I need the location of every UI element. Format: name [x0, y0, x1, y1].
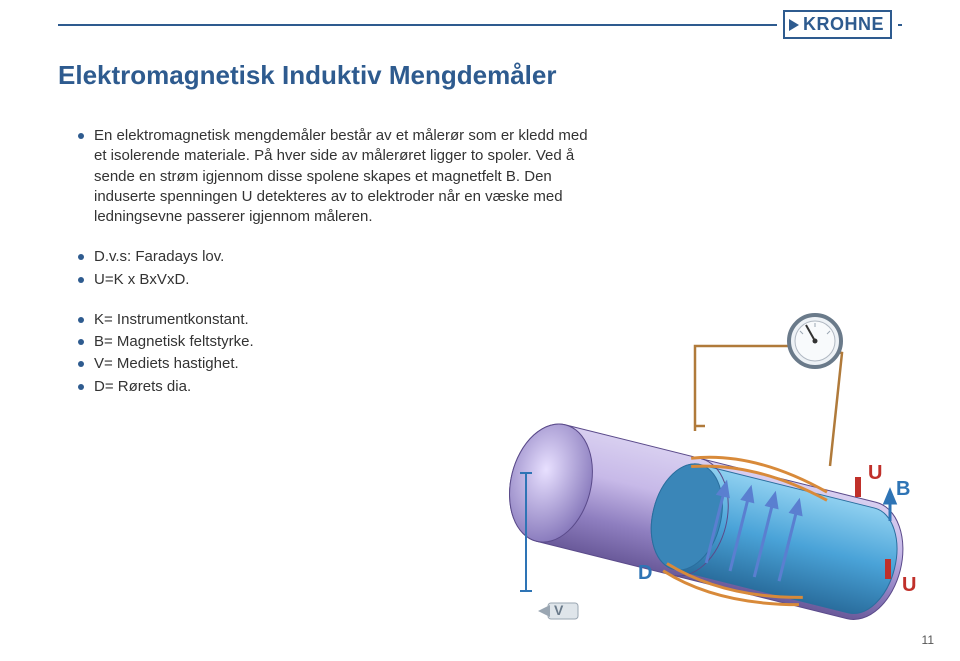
page-number: 11 [922, 633, 934, 647]
flowmeter-diagram: U U B D V [490, 291, 920, 621]
v-arrow-icon: V [538, 602, 578, 619]
header-rule [58, 24, 902, 26]
label-u-bottom: U [902, 574, 916, 596]
label-u-top: U [868, 462, 882, 484]
gauge-icon [789, 315, 841, 367]
svg-text:V: V [554, 602, 564, 618]
logo-triangle-icon [789, 19, 799, 31]
brand-name: KROHNE [803, 14, 884, 34]
bullet-formula: U=K x BxVxD. [78, 270, 598, 290]
pipe-icon [496, 406, 917, 621]
bullet-paragraph: En elektromagnetisk mengdemåler består a… [78, 126, 598, 227]
label-b: B [896, 478, 910, 500]
bullet-formula: D.v.s: Faradays lov. [78, 247, 598, 267]
brand-logo: KROHNE [777, 10, 898, 39]
page-title: Elektromagnetisk Induktiv Mengdemåler [58, 60, 556, 91]
label-d: D [638, 562, 652, 584]
